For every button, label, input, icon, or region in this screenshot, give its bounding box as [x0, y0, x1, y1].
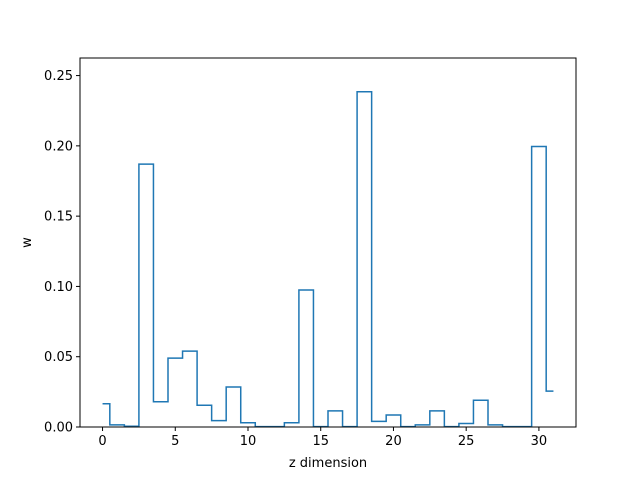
y-axis: 0.00 0.05 0.10 0.15 0.20 0.25 [44, 69, 80, 436]
x-tick-label-5: 5 [171, 434, 179, 449]
y-tick-label-4: 0.20 [44, 139, 73, 154]
x-tick-label-10: 10 [240, 434, 257, 449]
y-tick-label-1: 0.05 [44, 350, 73, 365]
y-tick-label-3: 0.15 [44, 210, 73, 225]
x-tick-label-15: 15 [312, 434, 329, 449]
x-tick-label-30: 30 [531, 434, 548, 449]
series-step-line [102, 90, 554, 428]
x-axis: 0 5 10 15 20 25 30 [98, 427, 547, 449]
axes-frame [79, 57, 577, 428]
y-axis-title: w [20, 237, 35, 248]
plot-area [102, 90, 554, 428]
x-tick-label-25: 25 [458, 434, 475, 449]
y-tick-label-2: 0.10 [44, 280, 73, 295]
x-tick-label-0: 0 [98, 434, 106, 449]
y-tick-label-5: 0.25 [44, 69, 73, 84]
y-tick-label-0: 0.00 [44, 421, 73, 436]
x-axis-title: z dimension [289, 456, 367, 471]
x-tick-label-20: 20 [385, 434, 402, 449]
